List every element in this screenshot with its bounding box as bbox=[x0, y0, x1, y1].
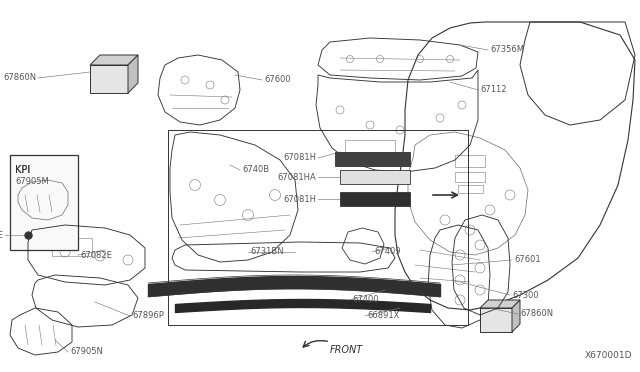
Polygon shape bbox=[90, 55, 138, 65]
Text: 67082E: 67082E bbox=[0, 231, 3, 240]
Bar bbox=[455, 155, 485, 167]
Text: X670001D: X670001D bbox=[584, 351, 632, 360]
Polygon shape bbox=[90, 65, 128, 93]
Text: 67112: 67112 bbox=[480, 86, 506, 94]
Bar bbox=[335, 152, 410, 166]
Text: FRONT: FRONT bbox=[330, 345, 364, 355]
Bar bbox=[458, 185, 483, 193]
Text: 67860N: 67860N bbox=[3, 74, 36, 83]
Text: 6740B: 6740B bbox=[242, 166, 269, 174]
Text: 67600: 67600 bbox=[264, 76, 291, 84]
Bar bbox=[455, 172, 485, 182]
Text: 67300: 67300 bbox=[512, 291, 539, 299]
Text: 67905M: 67905M bbox=[15, 177, 49, 186]
Polygon shape bbox=[128, 55, 138, 93]
Text: 67081HA: 67081HA bbox=[277, 173, 316, 182]
Polygon shape bbox=[480, 300, 520, 308]
Bar bbox=[340, 192, 410, 206]
Polygon shape bbox=[512, 300, 520, 332]
Text: 67356M: 67356M bbox=[490, 45, 524, 55]
Text: KPI: KPI bbox=[15, 165, 30, 175]
Bar bbox=[10, 155, 78, 250]
Bar bbox=[52, 238, 92, 256]
Text: 67081H: 67081H bbox=[283, 195, 316, 203]
Text: 6731BN: 6731BN bbox=[250, 247, 284, 257]
Bar bbox=[345, 140, 395, 162]
Text: 67601: 67601 bbox=[514, 256, 541, 264]
Text: 67400: 67400 bbox=[352, 295, 378, 305]
Text: 67896P: 67896P bbox=[132, 311, 164, 321]
Text: 67081H: 67081H bbox=[283, 154, 316, 163]
Text: 66891X: 66891X bbox=[367, 311, 399, 321]
Bar bbox=[340, 170, 410, 184]
Text: KPI: KPI bbox=[15, 165, 30, 175]
Polygon shape bbox=[480, 308, 512, 332]
Text: 67082E: 67082E bbox=[80, 250, 112, 260]
Text: 67860N: 67860N bbox=[520, 310, 553, 318]
Bar bbox=[168, 130, 468, 325]
Text: 67905N: 67905N bbox=[70, 347, 103, 356]
Text: 67409: 67409 bbox=[374, 247, 401, 257]
